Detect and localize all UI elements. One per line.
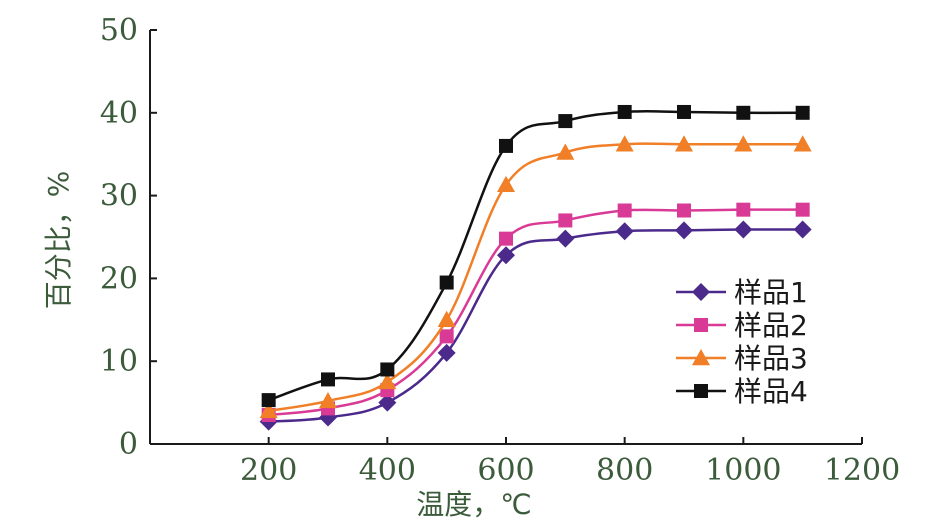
y-tick-label: 40 xyxy=(100,96,138,131)
legend-label: 样品4 xyxy=(734,375,808,408)
y-tick-label: 0 xyxy=(119,427,138,462)
legend-item-1: 样品1 xyxy=(676,276,808,309)
legend-label: 样品1 xyxy=(734,276,808,309)
data-point xyxy=(497,175,515,193)
data-point xyxy=(615,135,634,152)
y-tick-label: 30 xyxy=(100,179,138,214)
data-point xyxy=(380,362,395,377)
series-line xyxy=(268,142,803,413)
y-tick-label: 20 xyxy=(100,261,138,296)
legend-label: 样品3 xyxy=(734,342,808,375)
data-point xyxy=(617,104,632,119)
data-point xyxy=(439,329,454,344)
legend-item-2: 样品2 xyxy=(676,309,808,342)
data-point xyxy=(499,138,513,153)
series-line xyxy=(268,228,803,423)
data-point xyxy=(736,105,751,120)
data-point xyxy=(677,203,691,218)
x-tick-label: 200 xyxy=(240,453,297,488)
data-point xyxy=(615,222,634,241)
series-4 xyxy=(261,104,810,408)
data-point xyxy=(793,220,812,239)
data-point xyxy=(378,372,397,390)
data-point xyxy=(677,104,691,119)
data-point xyxy=(675,221,693,240)
data-point xyxy=(795,202,810,217)
legend-marker xyxy=(694,318,708,332)
ticks: 0 10 20 30 40 50 200 400 600 800 1000 1200 xyxy=(100,13,900,488)
data-point xyxy=(439,275,454,290)
data-point xyxy=(378,393,397,412)
data-point xyxy=(321,372,335,387)
data-point xyxy=(734,135,753,152)
data-point xyxy=(736,202,751,217)
x-tick-label: 600 xyxy=(477,453,534,488)
x-tick-label: 800 xyxy=(596,453,653,488)
legend-marker xyxy=(694,384,708,398)
legend-marker xyxy=(692,349,710,366)
data-point xyxy=(319,391,337,409)
y-tick-label: 10 xyxy=(100,344,138,379)
legend-item-3: 样品3 xyxy=(676,342,808,375)
y-tick-label: 50 xyxy=(100,13,138,48)
data-point xyxy=(795,105,810,120)
y-axis-title: 百分比，% xyxy=(42,171,75,310)
data-point xyxy=(437,310,456,327)
data-point xyxy=(734,220,753,239)
legend-label: 样品2 xyxy=(734,309,808,342)
data-point xyxy=(437,343,456,362)
x-axis-title: 温度，℃ xyxy=(416,488,531,521)
x-tick-label: 1000 xyxy=(705,453,781,488)
data-point xyxy=(675,135,693,152)
data-point xyxy=(261,393,276,408)
series-3 xyxy=(259,135,812,419)
data-point xyxy=(558,213,573,228)
series-2 xyxy=(261,202,810,423)
data-point xyxy=(497,246,515,265)
data-point xyxy=(499,231,513,246)
data-point xyxy=(556,143,575,160)
x-tick-label: 1200 xyxy=(824,453,900,488)
series-line xyxy=(268,208,803,417)
data-point xyxy=(558,114,573,129)
data-point xyxy=(793,135,812,152)
legend-marker xyxy=(692,283,710,301)
data-point xyxy=(259,401,278,419)
data-point xyxy=(617,203,632,218)
x-tick-label: 400 xyxy=(359,453,416,488)
legend-item-4: 样品4 xyxy=(676,375,808,408)
data-point xyxy=(556,229,575,248)
series-layer xyxy=(259,104,812,431)
